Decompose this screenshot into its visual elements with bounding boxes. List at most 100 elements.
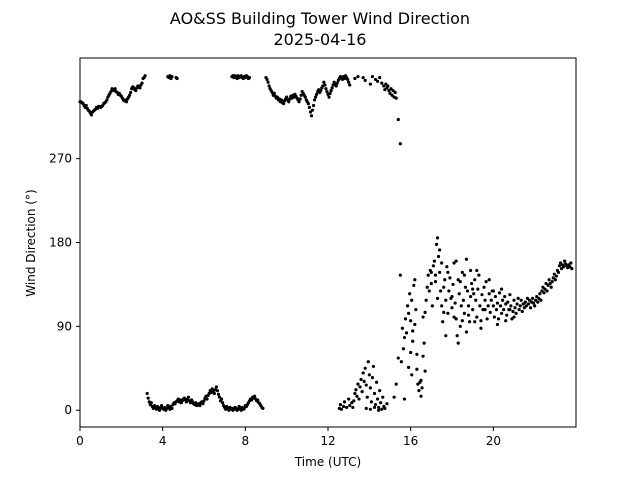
data-point [495, 301, 500, 305]
data-point [398, 142, 402, 146]
data-point [170, 75, 174, 79]
data-point [471, 307, 475, 312]
data-point [335, 81, 339, 85]
data-point [170, 406, 174, 410]
data-point [201, 402, 205, 406]
data-point [387, 89, 391, 93]
data-point [521, 302, 525, 306]
data-point [459, 304, 463, 308]
data-point [466, 304, 471, 308]
data-point [287, 100, 291, 104]
data-point [306, 102, 310, 106]
data-point [458, 280, 462, 284]
data-point [385, 402, 389, 406]
data-point [346, 77, 350, 82]
data-point [347, 80, 351, 84]
data-point [430, 304, 434, 308]
data-point [323, 83, 327, 87]
data-point [493, 294, 497, 299]
data-point [484, 280, 488, 284]
data-point [523, 300, 527, 304]
data-point [297, 100, 301, 104]
data-point [384, 82, 388, 86]
data-point [452, 315, 456, 319]
data-point [492, 315, 496, 319]
data-point [348, 83, 352, 87]
data-point [382, 84, 386, 88]
data-point [487, 292, 491, 296]
data-point [285, 95, 289, 99]
data-point [433, 273, 438, 277]
data-point [143, 74, 147, 78]
data-point [275, 95, 279, 99]
data-point [403, 317, 408, 321]
data-point [464, 330, 469, 334]
data-point [369, 400, 373, 404]
data-point [409, 350, 413, 355]
data-point [442, 310, 446, 314]
data-point [345, 405, 349, 410]
data-point [441, 320, 445, 324]
data-point [457, 292, 461, 296]
data-point [325, 89, 329, 94]
data-point [202, 399, 206, 403]
data-point [411, 329, 415, 333]
data-point [219, 397, 224, 401]
data-point [361, 75, 365, 80]
data-point [424, 298, 428, 302]
data-point [532, 301, 536, 305]
data-point [422, 341, 426, 345]
data-point [357, 397, 361, 401]
data-point [351, 405, 355, 410]
data-point [247, 75, 252, 80]
data-point [462, 273, 466, 277]
data-point [355, 394, 359, 398]
data-point [412, 283, 416, 287]
data-point [417, 389, 421, 393]
data-point [544, 281, 548, 286]
data-point [518, 304, 522, 308]
data-point [427, 289, 431, 293]
data-point [526, 302, 531, 306]
data-point [502, 307, 506, 312]
data-point [376, 79, 380, 83]
data-point [394, 382, 398, 386]
data-point [401, 347, 406, 351]
data-point [370, 75, 375, 79]
data-point [363, 78, 367, 82]
data-point [267, 84, 271, 88]
data-point [548, 281, 552, 286]
data-point [552, 272, 556, 276]
data-point [367, 373, 371, 377]
data-point [498, 304, 503, 308]
data-point [522, 306, 526, 310]
data-point [89, 113, 93, 117]
data-point [356, 382, 360, 386]
data-point [365, 395, 369, 399]
data-point [393, 90, 397, 95]
data-point [439, 289, 443, 293]
data-point [309, 114, 314, 118]
data-point [491, 289, 495, 293]
data-point [413, 322, 417, 327]
data-point [470, 281, 474, 286]
data-point [476, 287, 480, 291]
data-point [383, 406, 387, 410]
data-point [511, 309, 515, 314]
data-point [411, 339, 415, 343]
data-point [198, 403, 202, 408]
data-point [416, 382, 420, 386]
data-point [350, 401, 354, 405]
data-point [353, 391, 357, 396]
data-point [461, 298, 465, 302]
data-point [128, 93, 132, 97]
data-point [504, 302, 508, 306]
data-point [210, 387, 214, 391]
plot-frame [79, 57, 577, 428]
data-point [504, 319, 508, 323]
data-point [547, 278, 551, 282]
data-point [527, 298, 532, 302]
data-point [378, 75, 382, 80]
data-point [445, 265, 449, 269]
y-tick-label: 0 [64, 403, 72, 417]
